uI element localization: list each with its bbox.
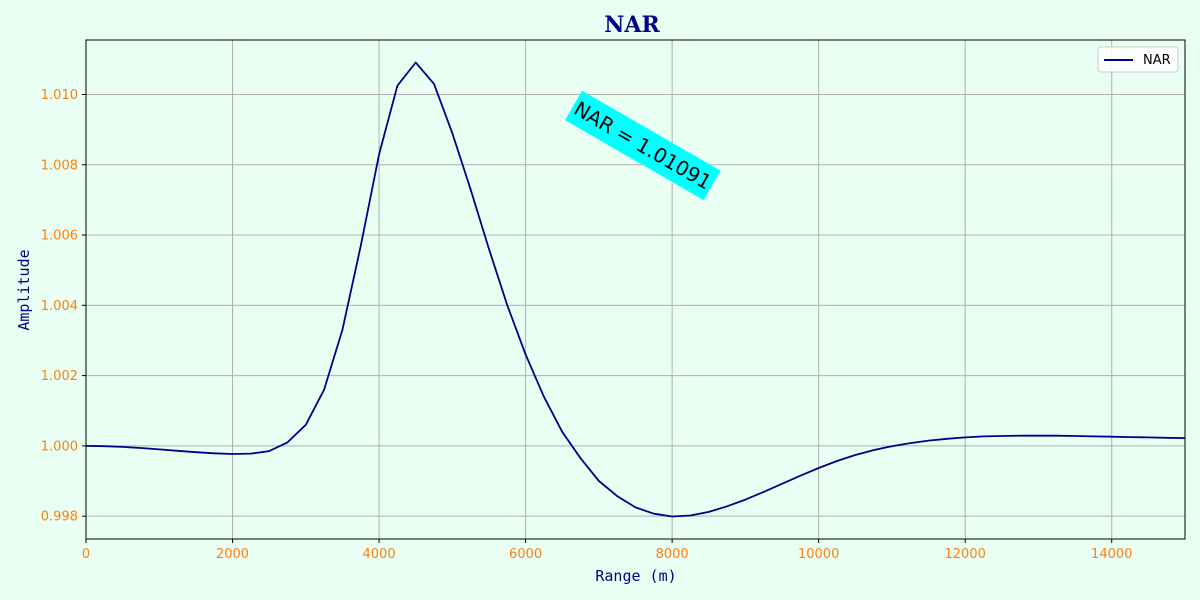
series-layer bbox=[85, 61, 1186, 518]
plot-frame bbox=[85, 39, 1186, 540]
y-axis-label: Amplitude bbox=[15, 249, 33, 330]
x-tick-label: 8000 bbox=[656, 547, 689, 562]
series-line-nar bbox=[85, 61, 1186, 518]
x-axis-ticks: 0 2000 4000 6000 8000 10000 12000 14000 bbox=[82, 539, 1132, 562]
legend-box bbox=[1097, 46, 1179, 73]
x-tick-label: 14000 bbox=[1091, 547, 1132, 562]
chart-title: NAR bbox=[604, 12, 660, 38]
legend-entry: NAR bbox=[1143, 53, 1171, 68]
y-tick-label: 1.008 bbox=[41, 158, 78, 173]
y-tick-label: 1.010 bbox=[41, 88, 78, 103]
x-tick-label: 12000 bbox=[945, 547, 986, 562]
x-tick-label: 10000 bbox=[798, 547, 839, 562]
x-tick-label: 4000 bbox=[363, 547, 396, 562]
grid bbox=[85, 40, 1185, 539]
y-axis-ticks: 0.998 1.000 1.002 1.004 1.006 1.008 1.010 bbox=[41, 88, 86, 525]
y-tick-label: 1.004 bbox=[41, 299, 78, 314]
x-tick-label: 0 bbox=[82, 547, 90, 562]
legend: NAR bbox=[1097, 46, 1179, 73]
plot-area bbox=[86, 40, 1185, 539]
y-tick-label: 1.000 bbox=[41, 439, 78, 454]
y-tick-label: 1.002 bbox=[41, 369, 78, 384]
annotation-box bbox=[565, 90, 721, 201]
x-tick-label: 6000 bbox=[509, 547, 542, 562]
x-tick-label: 2000 bbox=[216, 547, 249, 562]
y-tick-label: 1.006 bbox=[41, 229, 78, 244]
y-tick-label: 0.998 bbox=[41, 510, 78, 525]
x-axis-label: Range (m) bbox=[595, 567, 676, 585]
